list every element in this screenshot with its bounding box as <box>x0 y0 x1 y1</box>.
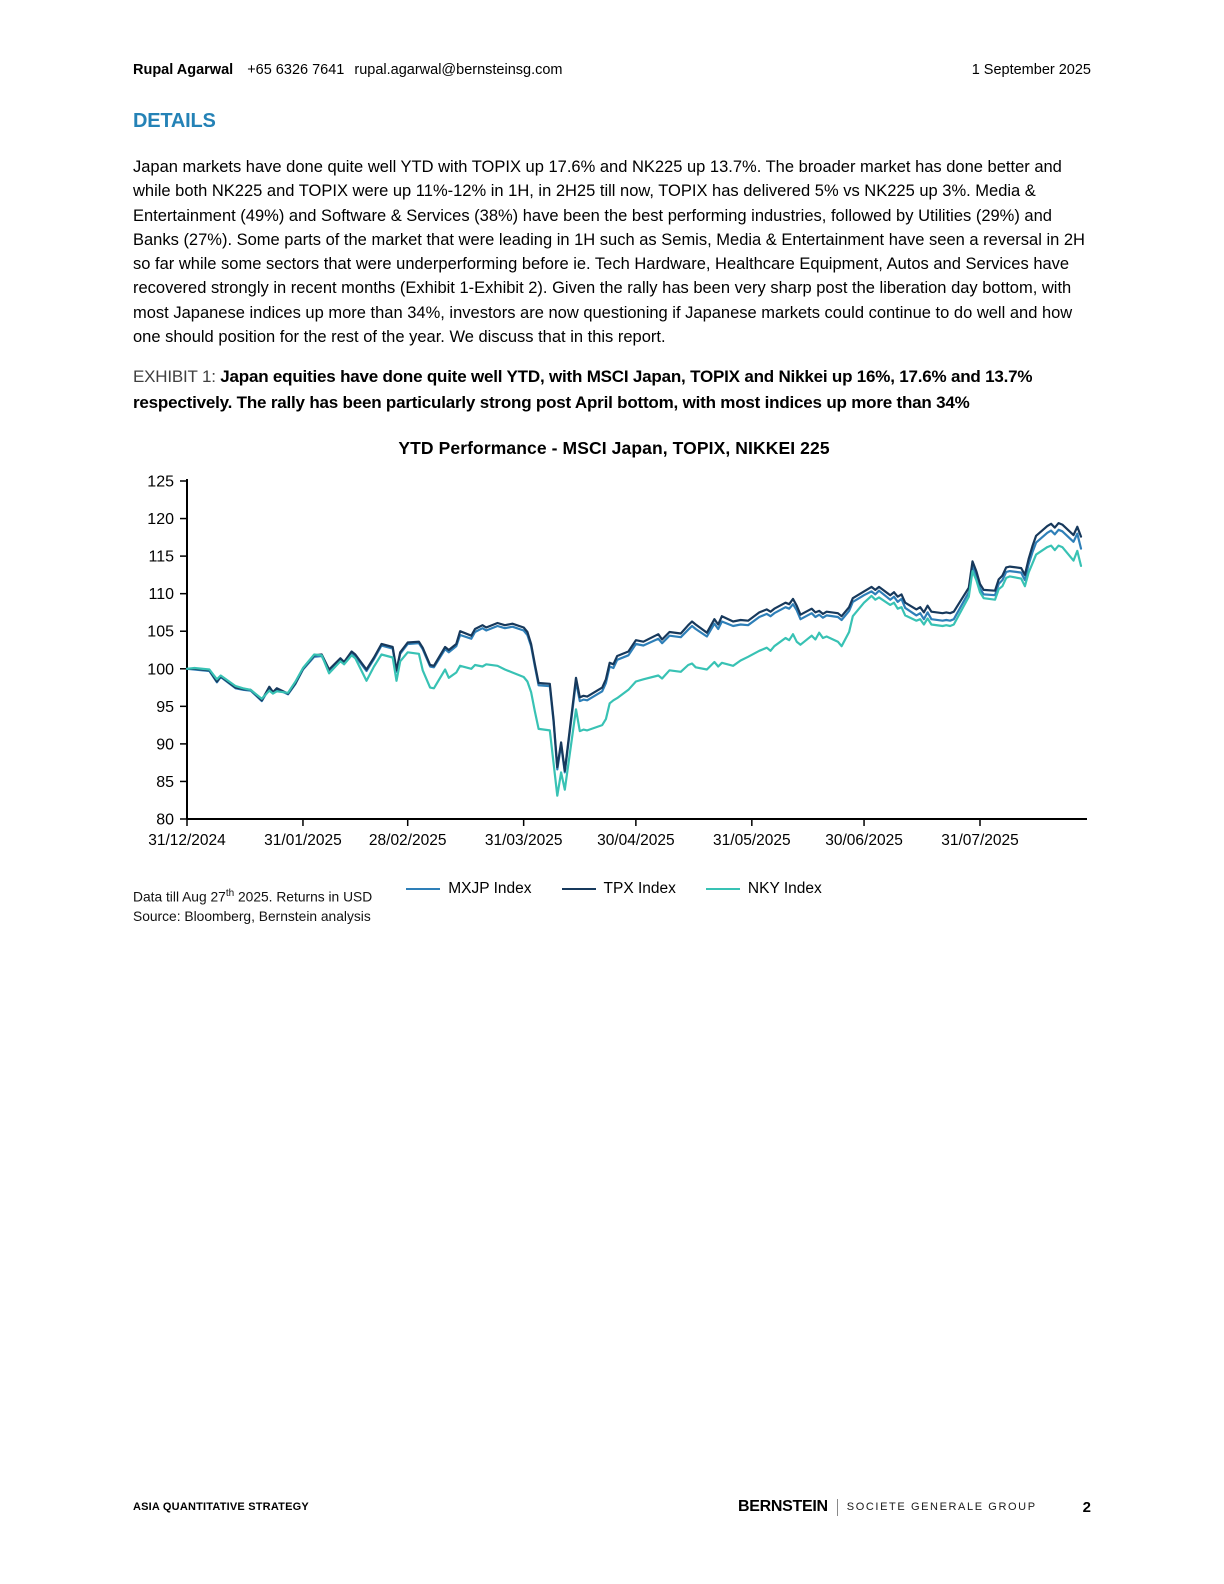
svg-text:30/04/2025: 30/04/2025 <box>597 832 675 849</box>
footer-strategy-label: ASIA QUANTITATIVE STRATEGY <box>133 1501 309 1513</box>
legend-swatch <box>705 888 740 890</box>
bernstein-logo: BERNSTEIN <box>738 1498 828 1515</box>
legend-label: TPX Index <box>603 880 676 897</box>
report-date: 1 September 2025 <box>971 62 1091 78</box>
exhibit-heading: EXHIBIT 1: Japan equities have done quit… <box>133 364 1101 416</box>
svg-text:31/05/2025: 31/05/2025 <box>713 832 791 849</box>
svg-text:31/03/2025: 31/03/2025 <box>485 832 563 849</box>
svg-text:100: 100 <box>147 661 174 678</box>
legend-item-nky-index: NKY Index <box>705 880 822 898</box>
author-name: Rupal Agarwal <box>133 62 234 78</box>
svg-text:90: 90 <box>156 736 174 753</box>
svg-text:28/02/2025: 28/02/2025 <box>369 832 447 849</box>
footer-brand-block: BERNSTEIN SOCIETE GENERALE GROUP 2 <box>738 1498 1091 1516</box>
line-chart-canvas: 80 85 90 95 100 105 110 115 120 125 31/12/2024 31/0… <box>135 471 1095 874</box>
footer-divider <box>836 1498 838 1516</box>
series-mxjp-index <box>185 528 1083 774</box>
svg-text:105: 105 <box>147 624 174 641</box>
chart-legend: MXJP Index TPX Index NKY Index <box>133 880 1095 898</box>
legend-item-tpx-index: TPX Index <box>561 880 676 898</box>
chart-footnotes: Data till Aug 27th 2025. Returns in USD … <box>133 884 372 926</box>
svg-text:31/07/2025: 31/07/2025 <box>941 832 1019 849</box>
svg-text:85: 85 <box>156 774 174 791</box>
societe-generale-label: SOCIETE GENERALE GROUP <box>846 1501 1037 1513</box>
section-heading-details: DETAILS <box>133 110 216 132</box>
legend-item-mxjp-index: MXJP Index <box>406 880 532 898</box>
svg-text:31/01/2025: 31/01/2025 <box>264 832 342 849</box>
footnote-source: Source: Bloomberg, Bernstein analysis <box>133 908 371 924</box>
series-tpx-index <box>185 521 1083 772</box>
svg-text:125: 125 <box>147 474 174 491</box>
legend-swatch <box>561 888 596 890</box>
body-paragraph: Japan markets have done quite well YTD w… <box>133 158 1085 347</box>
exhibit-title: Japan equities have done quite well YTD,… <box>133 367 1033 412</box>
svg-text:80: 80 <box>156 812 174 829</box>
svg-text:115: 115 <box>148 549 174 566</box>
page-number: 2 <box>1082 1498 1091 1516</box>
exhibit-label: EXHIBIT 1: <box>133 367 216 386</box>
svg-text:110: 110 <box>148 586 174 603</box>
series-nky-index <box>185 544 1083 797</box>
page-header: Rupal Agarwal +65 6326 7641 rupal.agarwa… <box>133 62 1091 78</box>
legend-label: NKY Index <box>747 880 822 897</box>
svg-text:30/06/2025: 30/06/2025 <box>825 832 903 849</box>
chart-title: YTD Performance - MSCI Japan, TOPIX, NIK… <box>398 438 830 458</box>
author-email-link[interactable]: rupal.agarwal@bernsteinsg.com <box>354 62 563 78</box>
footnote-data-till: Data till Aug 27th 2025. Returns in USD <box>133 888 373 905</box>
svg-text:95: 95 <box>156 699 174 716</box>
legend-swatch <box>406 888 441 890</box>
exhibit-chart: YTD Performance - MSCI Japan, TOPIX, NIK… <box>133 438 1095 898</box>
svg-text:120: 120 <box>147 511 174 528</box>
legend-label: MXJP Index <box>448 880 532 897</box>
ordinal-suffix: th <box>225 888 235 899</box>
page-footer: ASIA QUANTITATIVE STRATEGY BERNSTEIN SOC… <box>133 1498 1091 1516</box>
author-phone: +65 6326 7641 <box>247 62 345 78</box>
svg-text:31/12/2024: 31/12/2024 <box>148 832 226 849</box>
